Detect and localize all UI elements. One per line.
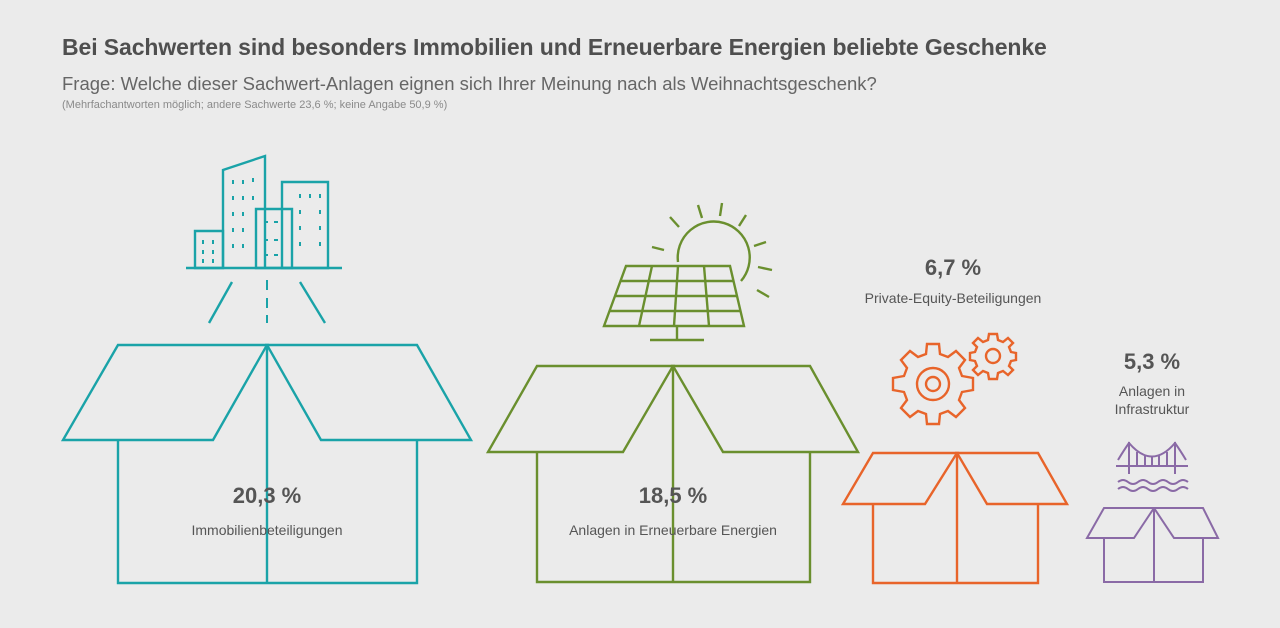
open-box-icon <box>1087 508 1218 582</box>
box-infrastruktur <box>1087 442 1218 582</box>
label-private-equity: Private-Equity-Beteiligungen <box>865 290 1042 306</box>
value-infrastruktur: 5,3 % <box>1124 349 1180 374</box>
box-private-equity <box>843 334 1067 583</box>
value-private-equity: 6,7 % <box>925 255 981 280</box>
gears-icon <box>893 334 1016 424</box>
chart-note: (Mehrfachantworten möglich; andere Sachw… <box>62 99 448 111</box>
city-buildings-icon <box>186 156 342 323</box>
solar-panel-sun-icon <box>604 203 772 340</box>
chart-subtitle: Frage: Welche dieser Sachwert-Anlagen ei… <box>62 73 877 94</box>
label-immobilien: Immobilienbeteiligungen <box>192 522 343 538</box>
value-erneuerbar: 18,5 % <box>639 483 708 508</box>
label-infrastruktur-line2: Infrastruktur <box>1115 401 1190 417</box>
label-erneuerbar: Anlagen in Erneuerbare Energien <box>569 522 777 538</box>
chart-title: Bei Sachwerten sind besonders Immobilien… <box>62 34 1047 60</box>
value-immobilien: 20,3 % <box>233 483 302 508</box>
box-immobilien <box>63 156 471 583</box>
open-box-icon <box>488 366 858 582</box>
bridge-icon <box>1116 442 1188 491</box>
open-box-icon <box>63 345 471 583</box>
open-box-icon <box>843 453 1067 583</box>
label-infrastruktur-line1: Anlagen in <box>1119 383 1185 399</box>
box-erneuerbar <box>488 203 858 582</box>
